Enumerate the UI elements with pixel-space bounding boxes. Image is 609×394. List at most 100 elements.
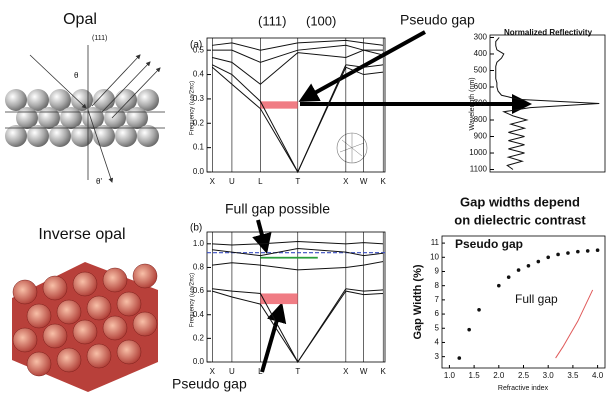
data-point [585, 249, 590, 253]
x-tick-label: K [381, 177, 387, 186]
band-curve [212, 64, 384, 174]
x-tick-label: L [258, 367, 263, 376]
reflectivity-curve [495, 37, 600, 170]
y-tick-label: 9 [435, 267, 440, 276]
opal-annotation: (111) [92, 35, 107, 42]
pore [72, 271, 98, 297]
sphere [137, 89, 159, 111]
band-curve [212, 44, 384, 63]
x-tick-label: W [360, 177, 368, 186]
sphere [115, 125, 137, 147]
data-point [506, 275, 511, 279]
sphere [49, 89, 71, 111]
direction-label: (100) [306, 13, 336, 28]
y-tick-label: 0.2 [193, 333, 205, 342]
band-curve [212, 248, 384, 257]
direction-label: (111) [258, 13, 286, 28]
pore [102, 315, 128, 341]
inverse-opal-label: Inverse opal [38, 226, 125, 243]
sphere [27, 125, 49, 147]
y-tick-label: 300 [474, 33, 488, 42]
x-tick-label: T [295, 177, 300, 186]
y-tick-label: 8 [435, 281, 440, 290]
y-axis-label: Wavelength (nm) [469, 77, 476, 130]
brillouin-zone [339, 133, 365, 163]
chart-title: Gap widths depend [460, 194, 580, 209]
sphere [38, 107, 60, 129]
x-tick-label: 1.5 [469, 371, 481, 380]
pore [26, 303, 52, 329]
sphere [60, 107, 82, 129]
y-tick-label: 700 [474, 99, 488, 108]
opal-illustration [5, 89, 165, 147]
y-tick-label: 800 [474, 115, 488, 124]
sphere [115, 89, 137, 111]
plot-frame [206, 37, 386, 173]
band-curve [212, 240, 384, 246]
x-tick-label: X [210, 367, 216, 376]
sphere [27, 89, 49, 111]
y-tick-label: 600 [474, 82, 488, 91]
reflected-ray [101, 61, 151, 113]
pore [42, 323, 68, 349]
y-tick-label: 0.4 [193, 70, 205, 79]
y-tick-label: 5 [435, 323, 440, 332]
full-gap-curve [555, 289, 594, 359]
panel-label: (b) [190, 223, 202, 234]
sphere [71, 89, 93, 111]
reflected-ray [91, 54, 141, 107]
data-point [526, 264, 531, 268]
data-point [467, 327, 471, 332]
band-curve [212, 39, 384, 51]
data-point [595, 248, 600, 252]
y-tick-label: 1.0 [193, 239, 205, 248]
x-tick-label: L [258, 177, 263, 186]
x-tick-label: K [381, 367, 387, 376]
x-tick-label: 2.0 [493, 371, 505, 380]
pore [116, 291, 142, 317]
y-tick-label: 0.6 [193, 286, 205, 295]
inverse-opal-pores [12, 263, 158, 377]
sphere [137, 125, 159, 147]
pore [56, 299, 82, 325]
x-tick-label: 3.5 [567, 371, 579, 380]
panel-label: (a) [190, 40, 202, 51]
y-axis-label: Frequency (ωa/2πc) [190, 273, 196, 327]
y-tick-label: 1100 [470, 165, 488, 174]
data-point [576, 249, 580, 254]
data-point [497, 283, 501, 288]
y-axis-label: Gap Width (%) [412, 264, 424, 339]
data-point [546, 255, 550, 260]
pore [102, 267, 128, 293]
pore [86, 295, 112, 321]
x-tick-label: 1.0 [444, 371, 456, 380]
pore [86, 343, 112, 369]
sphere [16, 107, 38, 129]
sphere [5, 125, 27, 147]
y-tick-label: 3 [435, 352, 440, 361]
pseudo-gap [260, 101, 298, 109]
refracted-ray [87, 109, 114, 183]
x-tick-label: 4.0 [592, 371, 604, 380]
pore [132, 263, 158, 289]
y-tick-label: 0.5 [193, 45, 205, 54]
series-label: Full gap [515, 292, 558, 306]
full-gap [260, 256, 318, 259]
x-tick-label: T [295, 367, 300, 376]
sphere [82, 107, 104, 129]
pore [132, 311, 158, 337]
y-axis-label: Frequency (ωa/2πc) [190, 81, 196, 135]
y-tick-label: 10 [430, 252, 439, 261]
pore [72, 319, 98, 345]
pore [26, 351, 52, 377]
x-tick-label: X [210, 177, 216, 186]
sphere [5, 89, 27, 111]
annotation: Pseudo gap [172, 376, 247, 392]
chart-title: Normalized Reflectivity [504, 28, 593, 37]
y-tick-label: 1000 [469, 148, 487, 157]
pore [12, 327, 38, 353]
x-tick-label: 2.5 [518, 371, 530, 380]
data-point [516, 268, 521, 272]
y-tick-label: 900 [474, 132, 488, 141]
y-tick-label: 0.0 [193, 167, 205, 176]
